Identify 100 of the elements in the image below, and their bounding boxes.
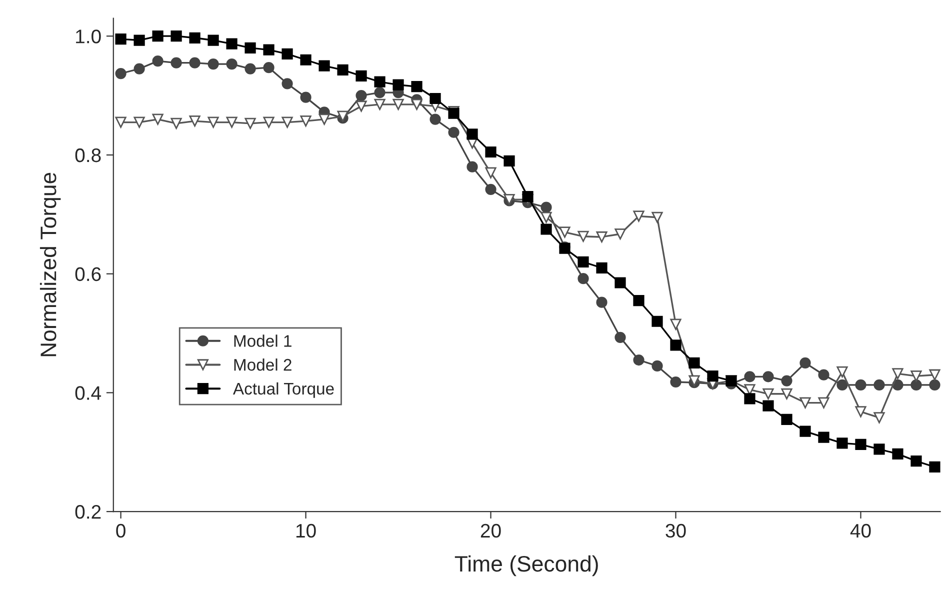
point — [818, 369, 830, 380]
point — [244, 42, 256, 54]
point — [466, 128, 478, 140]
point — [670, 376, 682, 388]
point — [874, 379, 885, 391]
x-tick-label: 30 — [666, 524, 686, 538]
point — [208, 58, 219, 70]
point — [522, 191, 534, 202]
point — [448, 126, 460, 138]
point — [596, 262, 608, 274]
point — [762, 388, 774, 400]
x-tick-label: 10 — [296, 524, 316, 538]
point — [781, 414, 792, 425]
point — [892, 368, 904, 380]
point — [337, 64, 348, 76]
point — [892, 448, 904, 460]
point — [504, 155, 515, 166]
point — [652, 212, 663, 223]
point — [430, 92, 441, 104]
point — [411, 98, 422, 110]
point — [226, 58, 238, 70]
point — [670, 318, 682, 330]
point — [855, 379, 866, 391]
point — [929, 461, 940, 473]
point — [614, 228, 626, 240]
point — [836, 438, 848, 449]
point — [818, 397, 830, 408]
point — [115, 68, 126, 80]
point — [800, 397, 811, 408]
point — [244, 63, 256, 74]
point — [392, 98, 404, 110]
point — [134, 34, 145, 46]
point — [152, 56, 164, 67]
point — [540, 202, 552, 213]
point — [152, 30, 164, 42]
point — [300, 116, 312, 127]
point — [818, 432, 830, 443]
point — [244, 118, 256, 130]
point — [614, 277, 626, 288]
y-tick-label: 0.8 — [75, 148, 101, 162]
point — [744, 371, 756, 382]
x-tick-label: 0 — [116, 524, 126, 538]
point — [263, 116, 274, 128]
point — [300, 92, 312, 103]
point — [170, 57, 182, 68]
point — [633, 210, 644, 222]
point — [652, 316, 663, 327]
point — [744, 393, 756, 404]
point — [115, 116, 126, 128]
point — [134, 116, 145, 128]
y-tick-label: 1.0 — [76, 30, 101, 44]
point — [836, 379, 848, 391]
point — [318, 60, 330, 72]
point — [263, 62, 274, 74]
point — [874, 412, 885, 424]
y-tick-label: 0.2 — [75, 505, 101, 519]
point — [374, 87, 386, 98]
point — [466, 161, 478, 172]
point — [670, 340, 682, 351]
point — [855, 438, 866, 450]
point — [411, 81, 422, 92]
point — [874, 444, 885, 455]
point — [170, 118, 182, 130]
point — [855, 406, 866, 418]
point — [559, 226, 570, 238]
point — [781, 388, 792, 400]
point — [374, 76, 386, 88]
x-axis-title: Time (Second) — [454, 555, 598, 576]
point — [540, 212, 552, 223]
legend-label: Model 2 — [234, 358, 292, 371]
point — [392, 79, 404, 90]
point — [540, 224, 552, 235]
point — [485, 167, 496, 178]
point — [485, 184, 496, 195]
point — [282, 48, 293, 60]
point — [263, 44, 274, 56]
point — [614, 332, 626, 343]
point — [929, 379, 940, 391]
y-axis-title: Normalized Torque — [40, 172, 61, 356]
point — [134, 63, 145, 74]
point — [707, 370, 718, 382]
point — [910, 370, 922, 382]
point — [836, 366, 848, 378]
point — [356, 90, 367, 102]
point — [929, 369, 940, 380]
y-tick-label: 0.4 — [75, 386, 102, 400]
point — [633, 354, 644, 366]
point — [800, 426, 811, 437]
point — [189, 32, 200, 44]
point — [374, 98, 386, 110]
point — [800, 357, 811, 369]
point — [910, 455, 922, 467]
point — [596, 231, 608, 243]
point — [485, 146, 496, 158]
point — [282, 116, 293, 128]
point — [152, 114, 164, 125]
legend-label: Actual Torque — [232, 382, 334, 398]
point — [226, 116, 238, 128]
point — [226, 38, 238, 50]
point — [430, 114, 441, 125]
